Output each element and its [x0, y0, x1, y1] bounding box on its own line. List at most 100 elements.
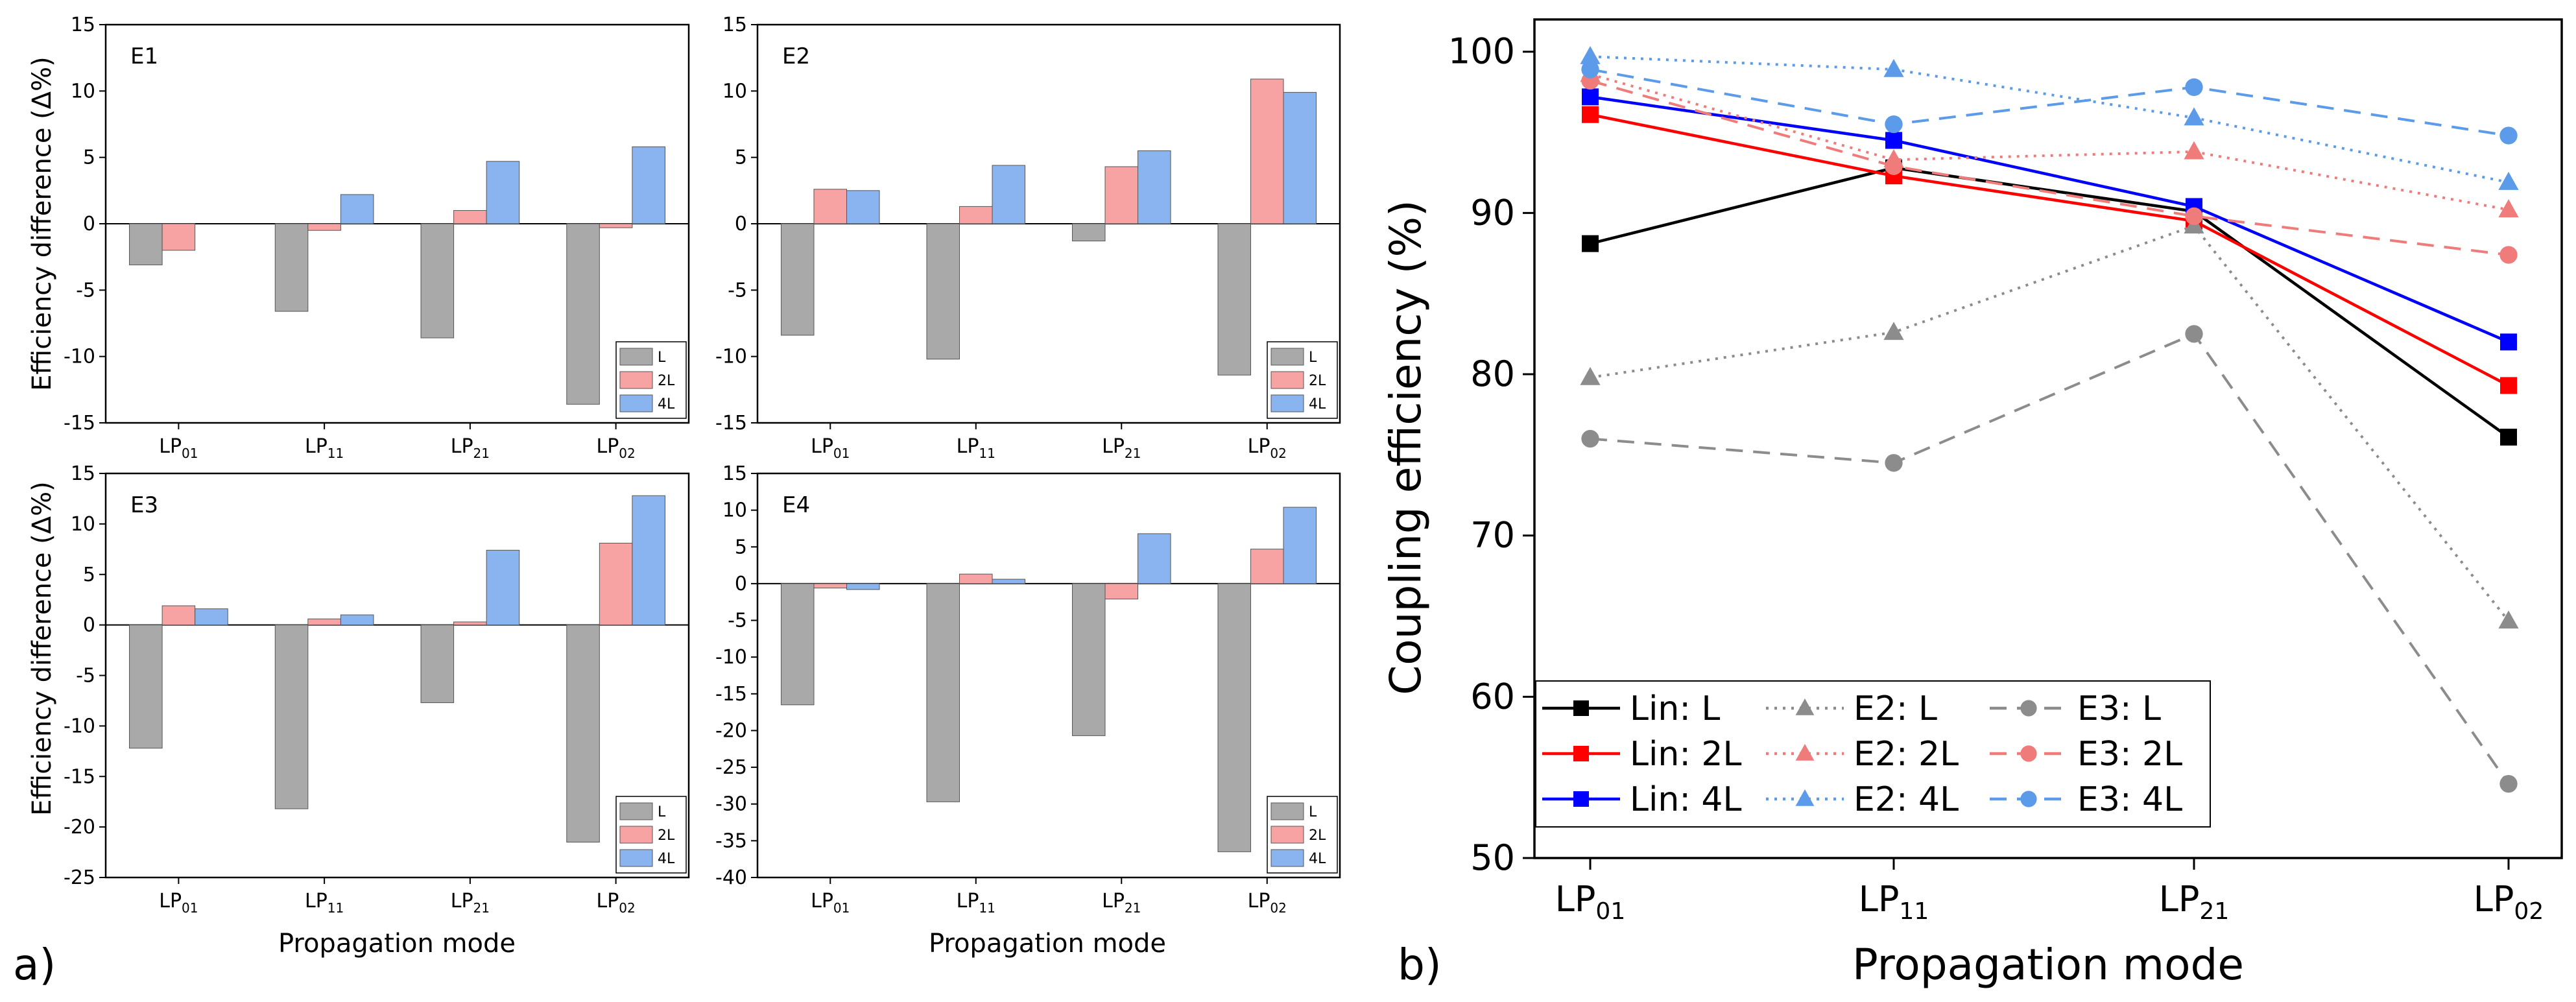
series-line [1590, 224, 2510, 622]
legend-box [1535, 680, 2211, 828]
legend-marker [1573, 700, 1589, 716]
data-point [2498, 171, 2519, 190]
y-tick-label: 10 [71, 80, 95, 102]
x-tick-label: LP11 [957, 435, 996, 461]
y-tick-label: 0 [735, 573, 747, 595]
bar-L [566, 223, 600, 405]
data-point [1582, 88, 1599, 106]
legend-swatch [1270, 348, 1304, 366]
data-point [2185, 207, 2203, 226]
bar-4L [1138, 150, 1171, 224]
panel-title: E1 [130, 43, 158, 69]
x-tick-label: LP11 [305, 890, 344, 916]
small-panel-xlabel-left: Propagation mode [278, 929, 516, 959]
bar-L [129, 223, 163, 265]
legend-marker [1795, 744, 1815, 761]
bar-panel-e4: 15 10 5 0 -5 -10 -15 -20 -25 -30 -35 -40 LP01 LP11 LP2… [715, 462, 1341, 916]
bar-panel-e3: 15 10 5 0 -5 -10 -15 -20 -25 LP01 LP11 LP21 LP02 E3 L 2… [64, 462, 690, 916]
legend-marker [1795, 698, 1815, 715]
bar-panel-e1: 15 10 5 0 -5 -10 -15 LP01 LP11 LP21 LP02 E1 L 2L 4L [64, 14, 690, 461]
y-tick-label: -40 [715, 866, 747, 889]
series-line [1590, 95, 2509, 344]
bar-L [1217, 223, 1251, 376]
bar-4L [992, 165, 1026, 224]
y-tick-label: -5 [728, 610, 747, 632]
data-point [1885, 157, 1903, 175]
bar-4L [340, 614, 374, 626]
y-tick-label: 10 [71, 513, 95, 536]
x-tick-label: LP21 [1102, 435, 1141, 461]
plot-frame [1533, 18, 2563, 859]
panel-label-b: b) [1398, 940, 1442, 990]
data-point [1885, 115, 1903, 134]
bar-2L [307, 618, 341, 626]
x-tick-label: LP02 [596, 435, 635, 461]
y-tick-label: -20 [715, 719, 747, 742]
bar-2L [1104, 166, 1139, 224]
y-tick-label: -15 [715, 683, 747, 706]
bar-L [1071, 223, 1106, 242]
panel-title: E2 [782, 43, 810, 69]
legend-swatch [619, 849, 653, 867]
bar-4L [195, 608, 228, 626]
plot-frame [104, 472, 690, 879]
bar-2L [453, 210, 487, 224]
data-point [2499, 774, 2518, 793]
legend-swatch [619, 802, 653, 820]
data-point [2184, 141, 2204, 160]
legend-swatch [1270, 826, 1304, 844]
y-tick-label: 0 [735, 213, 747, 235]
legend-swatch [1270, 802, 1304, 820]
data-point [2500, 429, 2517, 446]
y-tick-label: -5 [76, 665, 95, 687]
y-tick-label: 0 [83, 614, 95, 637]
legend-label: L [1309, 350, 1317, 366]
data-point [2500, 333, 2517, 351]
x-tick-label: LP11 [305, 435, 344, 461]
data-point [2185, 325, 2203, 343]
bar-L [1071, 583, 1106, 736]
data-point [1580, 366, 1601, 385]
y-tick-label: 90 [1470, 192, 1515, 233]
panel-title: E3 [130, 492, 158, 518]
legend-marker [2020, 700, 2037, 717]
y-tick-label: -5 [76, 279, 95, 302]
legend-swatch [1270, 371, 1304, 389]
x-tick-label: LP02 [2474, 879, 2544, 925]
legend-marker [1573, 746, 1589, 761]
y-tick-label: 100 [1448, 31, 1515, 72]
legend-label: 2L [1309, 828, 1326, 844]
y-tick-label: 50 [1470, 837, 1515, 878]
series-line [1590, 166, 2510, 438]
bar-L [274, 223, 309, 312]
data-point [1885, 454, 1903, 472]
bar-4L [992, 579, 1026, 584]
bar-4L [846, 583, 880, 590]
y-tick-label: 60 [1470, 676, 1515, 717]
bar-4L [846, 190, 880, 224]
data-point [1580, 45, 1601, 64]
bar-2L [1250, 549, 1284, 584]
series-line [1590, 55, 2509, 184]
bar-L [420, 223, 455, 339]
x-tick-label: LP21 [451, 435, 490, 461]
y-tick-label: -10 [64, 346, 95, 368]
legend-marker [1573, 791, 1589, 807]
legend-label: E3: L [2077, 689, 2161, 728]
y-tick-label: 70 [1470, 515, 1515, 556]
y-tick-label: 15 [722, 14, 747, 36]
legend-label: E3: 2L [2077, 735, 2182, 774]
data-point [2498, 610, 2519, 629]
legend-swatch [619, 394, 653, 412]
x-tick-label: LP01 [1555, 879, 1625, 925]
y-tick-label: -35 [715, 829, 747, 852]
series-line [1590, 68, 2509, 137]
legend-label: E2: L [1854, 689, 1937, 728]
data-point [1885, 132, 1902, 149]
legend-swatch [619, 371, 653, 389]
bar-2L [1104, 583, 1139, 600]
legend-marker [1795, 789, 1815, 806]
y-tick-label: 10 [722, 499, 747, 522]
y-tick-label: -10 [715, 646, 747, 669]
